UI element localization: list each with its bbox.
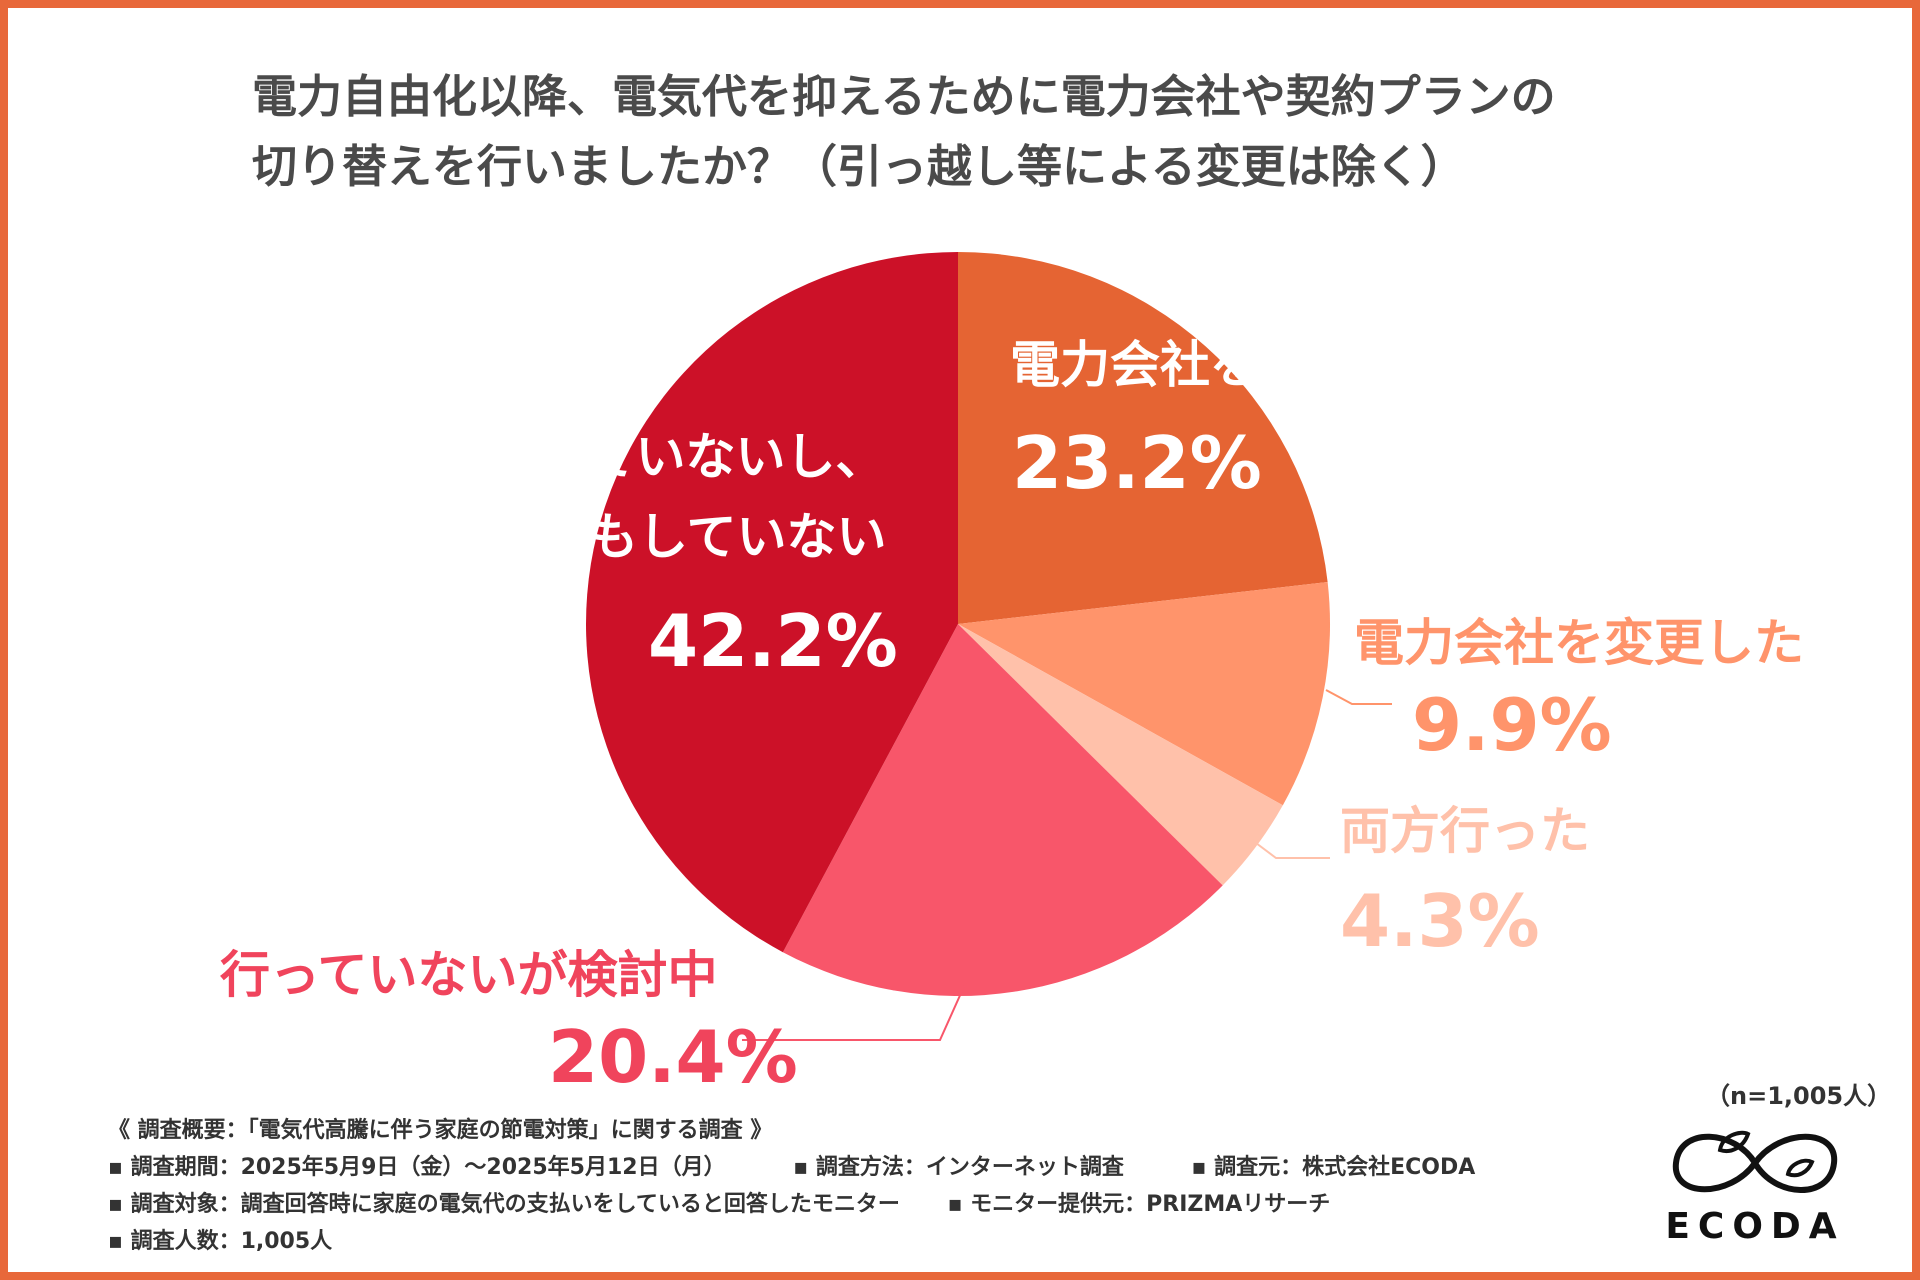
slice-label-0: 電力会社を変更した [1010,336,1460,394]
slice-label-4-line-1: 行っていないし、 [488,428,886,486]
pie-slice-0 [958,252,1328,624]
notes-period: ▪ 調査期間：2025年5月9日（金）～2025年5月12日（月） [108,1155,726,1180]
slice-value-3: 20.4% [548,1015,798,1099]
notes-source: ▪ 調査元：株式会社ECODA [1191,1155,1476,1180]
notes-provider: ▪ モニター提供元：PRIZMAリサーチ [947,1192,1331,1217]
slice-label-4-line-2: 検討もしていない [488,508,887,566]
pie-slice-4 [586,252,958,953]
leader-lines [742,689,1392,1041]
pie-slice-2 [958,624,1283,886]
ecoda-logo: ECODA [1660,1118,1850,1248]
slice-value-0: 23.2% [1012,421,1262,505]
notes-target: ▪ 調査対象：調査回答時に家庭の電気代の支払いをしていると回答したモニター [108,1192,900,1217]
notes-method: ▪ 調査方法：インターネット調査 [793,1155,1124,1180]
pie-slices [586,252,1330,996]
notes-heading: 《 調査概要：「電気代高騰に伴う家庭の節電対策」に関する調査 》 [108,1118,773,1143]
infinity-leaf-icon [1672,1130,1838,1193]
leader-line-3 [742,981,967,1041]
sample-size: （n=1,005人） [1706,1082,1892,1110]
slice-label-3: 行っていないが検討中 [220,946,718,1004]
slice-value-2: 4.3% [1340,879,1540,963]
survey-notes: 《 調査概要：「電気代高騰に伴う家庭の節電対策」に関する調査 》 ▪ 調査期間：… [108,1112,1475,1260]
pie-slice-1 [958,582,1330,806]
slice-label-2: 両方行った [1340,802,1590,860]
notes-row-3: ▪ 調査対象：調査回答時に家庭の電気代の支払いをしていると回答したモニター ▪ … [108,1186,1475,1223]
slice-label-1: 電力会社を変更した [1354,614,1804,672]
slice-value-4: 42.2% [648,599,898,683]
chart-title: 電力自由化以降、電気代を抑えるために電力会社や契約プランの 切り替えを行いました… [252,62,1752,202]
leader-line-2 [1243,833,1330,859]
pie-slice-3 [782,624,1223,996]
notes-row-2: ▪ 調査期間：2025年5月9日（金）～2025年5月12日（月） ▪ 調査方法… [108,1149,1475,1186]
leader-line-1 [1325,689,1392,705]
title-line-1: 電力自由化以降、電気代を抑えるために電力会社や契約プランの [252,70,1556,123]
notes-count: ▪ 調査人数：1,005人 [108,1229,333,1254]
logo-text: ECODA [1665,1206,1845,1247]
slice-value-1: 9.9% [1412,683,1612,767]
title-line-2: 切り替えを行いましたか？（引っ越し等による変更は除く） [252,140,1466,193]
